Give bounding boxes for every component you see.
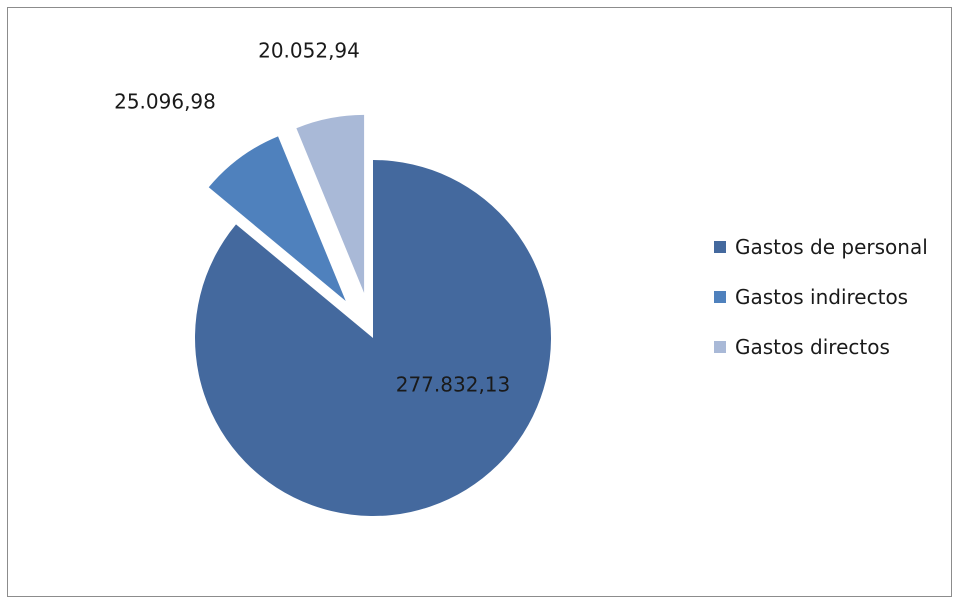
chart-legend: Gastos de personal Gastos indirectos Gasto… [714,233,928,383]
pie-slice-gastos-indirectos [208,136,346,301]
legend-label: Gastos de personal [735,235,928,259]
legend-item-gastos-de-personal: Gastos de personal [714,233,928,261]
pie-slice-gastos-directos [296,114,365,293]
data-label-gastos-directos: 20.052,94 [258,39,360,63]
legend-item-gastos-indirectos: Gastos indirectos [714,283,928,311]
data-label-gastos-de-personal: 277.832,13 [396,373,511,397]
legend-label: Gastos indirectos [735,285,909,309]
legend-item-gastos-directos: Gastos directos [714,333,928,361]
legend-swatch [714,341,726,353]
data-labels: 277.832,13 25.096,98 20.052,94 [114,39,510,397]
data-label-gastos-indirectos: 25.096,98 [114,90,216,114]
pie-slice-gastos-de-personal [195,160,552,516]
legend-label: Gastos directos [735,335,890,359]
pie-chart: 277.832,13 25.096,98 20.052,94 [114,39,552,516]
pie-slices [195,114,552,516]
legend-swatch [714,291,726,303]
legend-swatch [714,241,726,253]
